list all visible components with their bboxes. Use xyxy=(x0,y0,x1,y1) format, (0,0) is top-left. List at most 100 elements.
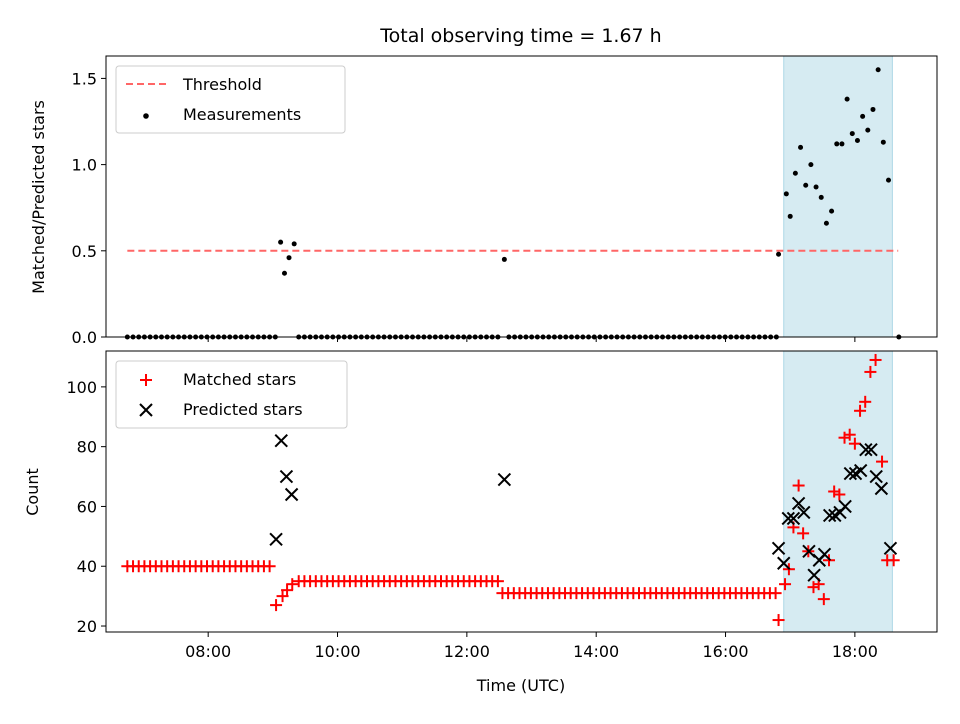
matched-star-marker xyxy=(828,485,841,498)
measurement-point xyxy=(808,162,814,168)
predicted-legend-swatch xyxy=(139,403,153,417)
matched-star-marker xyxy=(286,578,299,591)
matched-star-marker xyxy=(817,593,830,606)
ratio-y-tick-label: 0.5 xyxy=(72,242,97,261)
matched-star-marker xyxy=(270,599,283,612)
matched-legend-swatch xyxy=(140,374,152,386)
matched-star-marker xyxy=(823,554,836,567)
predicted-star-marker xyxy=(869,469,883,484)
measurement-point xyxy=(865,127,871,133)
ratio-legend: Threshold Measurements xyxy=(115,65,346,134)
measurement-point xyxy=(792,170,798,176)
measurement-point xyxy=(813,184,819,190)
matched-star-marker xyxy=(833,488,846,501)
measurement-point xyxy=(291,241,297,247)
predicted-star-marker xyxy=(822,508,837,523)
predicted-star-marker xyxy=(786,511,801,526)
count-y-tick-label: 100 xyxy=(66,378,97,397)
matched-star-marker xyxy=(876,455,889,468)
measurement-point xyxy=(860,113,866,119)
matched-star-marker xyxy=(887,554,900,567)
x-tick-label: 08:00 xyxy=(185,642,231,661)
predicted-star-marker xyxy=(284,487,299,502)
measurement-point xyxy=(885,177,891,183)
x-axis-label: Time (UTC) xyxy=(476,676,565,695)
count-y-tick-label: 80 xyxy=(77,438,97,457)
predicted-star-marker xyxy=(817,547,832,561)
matched-star-marker xyxy=(779,578,792,591)
predicted-star-marker xyxy=(274,433,288,448)
measurement-point xyxy=(834,141,840,147)
matched-star-marker xyxy=(491,575,504,588)
predicted-star-marker xyxy=(497,472,512,487)
matched-star-marker xyxy=(281,584,294,597)
chart-title: Total observing time = 1.67 h xyxy=(379,25,661,47)
x-tick-label: 12:00 xyxy=(444,642,490,661)
predicted-star-marker xyxy=(771,541,786,556)
x-tick-label: 16:00 xyxy=(702,642,748,661)
predicted-star-marker xyxy=(781,511,795,526)
measurement-point xyxy=(286,255,292,261)
matched-star-marker xyxy=(792,479,805,492)
matched-star-marker xyxy=(869,353,882,366)
matched-star-marker xyxy=(859,395,872,408)
x-tick-label: 18:00 xyxy=(832,642,878,661)
predicted-star-marker xyxy=(864,442,878,457)
measurement-point xyxy=(281,270,287,276)
ratio-y-tick-label: 1.5 xyxy=(72,69,97,88)
ratio-y-tick-label: 1.0 xyxy=(72,156,97,175)
ratio-legend-box xyxy=(115,65,346,134)
count-y-tick-label: 20 xyxy=(77,617,97,636)
predicted-star-marker xyxy=(777,556,791,570)
measurements-legend-swatch xyxy=(143,113,149,119)
ratio-y-tick-label: 0.0 xyxy=(72,328,97,347)
predicted-star-marker xyxy=(853,463,868,478)
measurement-point xyxy=(839,141,845,147)
measurement-point xyxy=(880,139,886,145)
count-legend-box xyxy=(115,360,348,429)
matched-star-marker xyxy=(864,365,877,378)
matched-star-marker xyxy=(263,560,276,573)
matched-star-marker xyxy=(843,428,856,441)
measurement-point xyxy=(854,137,860,143)
matched-legend-label: Matched stars xyxy=(183,370,296,389)
ratio-plot-frame xyxy=(105,55,938,338)
predicted-star-marker xyxy=(843,466,858,481)
measurement-point xyxy=(870,106,876,112)
count-plot-frame xyxy=(105,350,938,633)
count-panel: Count 20 40 60 80 100 08:00 10:00 12:00 14:00 16… xyxy=(23,350,938,661)
count-y-tick-label: 40 xyxy=(77,557,97,576)
measurement-point xyxy=(501,256,507,262)
measurements-legend-label: Measurements xyxy=(183,105,301,124)
matched-star-marker xyxy=(848,437,861,450)
predicted-star-marker xyxy=(838,499,852,514)
measurement-point xyxy=(818,194,824,200)
predicted-star-marker xyxy=(279,469,294,484)
matched-star-marker xyxy=(807,581,820,594)
predicted-star-marker xyxy=(807,568,821,582)
matched-star-marker xyxy=(772,614,785,627)
predicted-star-marker xyxy=(797,505,811,520)
ratio-y-axis-label: Matched/Predicted stars xyxy=(29,100,48,294)
threshold-legend-label: Threshold xyxy=(182,75,262,94)
predicted-star-marker xyxy=(874,481,889,496)
ratio-panel: Matched/Predicted stars 0.0 0.5 1.0 1.5 Thr… xyxy=(29,55,938,347)
measurement-point xyxy=(829,208,835,214)
count-y-tick-label: 60 xyxy=(77,497,97,516)
measurement-point xyxy=(844,96,850,102)
measurement-point xyxy=(803,182,809,188)
predicted-star-marker xyxy=(859,442,873,457)
matched-star-marker xyxy=(838,431,851,444)
measurement-point xyxy=(776,251,782,257)
measurement-point xyxy=(783,191,789,197)
measurement-point xyxy=(787,213,793,219)
measurement-point xyxy=(849,131,855,137)
matched-star-marker xyxy=(854,404,867,417)
measurement-point xyxy=(798,144,804,150)
predicted-star-marker xyxy=(791,496,806,511)
predicted-star-marker xyxy=(269,532,283,547)
x-tick-label: 10:00 xyxy=(314,642,360,661)
matched-star-marker xyxy=(769,587,782,600)
measurement-point xyxy=(278,239,284,245)
